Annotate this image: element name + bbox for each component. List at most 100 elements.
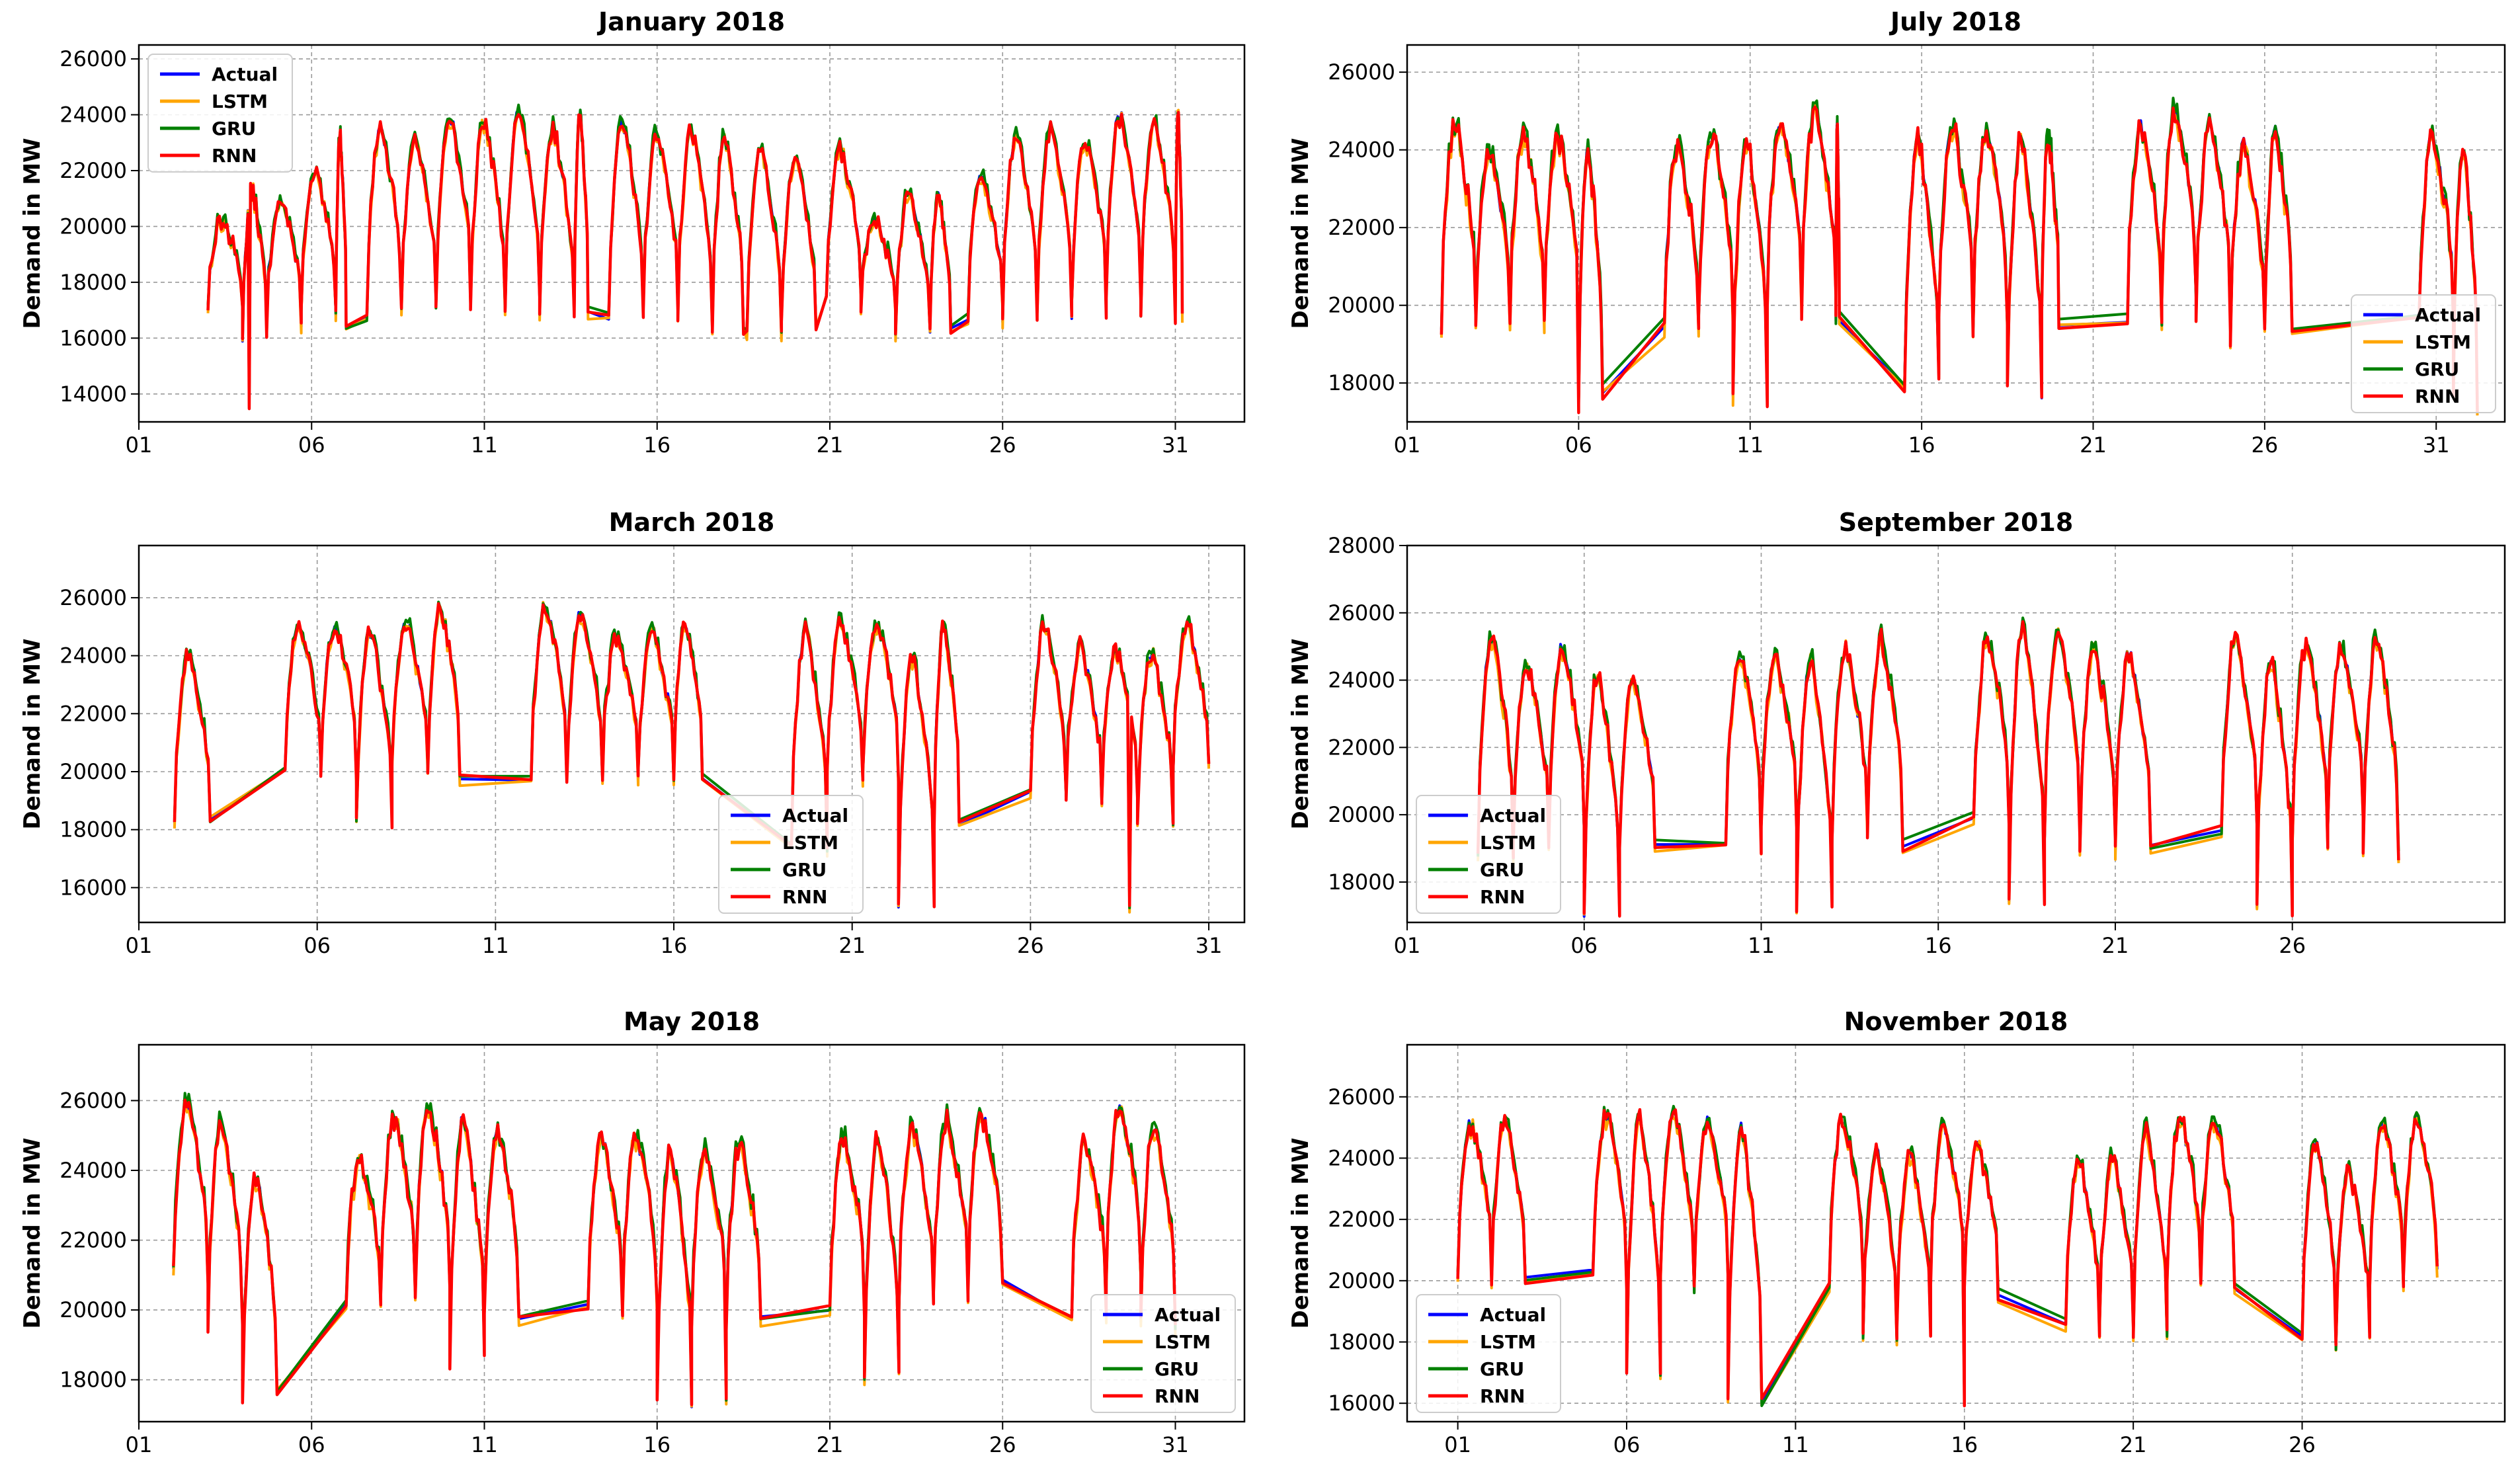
x-tick-label: 31	[1162, 1432, 1189, 1457]
plot-frame	[138, 544, 1246, 924]
x-tick-label: 21	[817, 432, 844, 458]
y-tick-label: 26000	[60, 585, 127, 610]
legend-label-gru: GRU	[212, 118, 256, 140]
x-tick-label: 21	[2120, 1432, 2147, 1457]
y-tick-label: 22000	[60, 701, 127, 726]
series-line-gru	[172, 1092, 1177, 1406]
y-tick-label: 20000	[1328, 293, 1395, 318]
legend-box	[147, 54, 293, 173]
chart-panel-1: January 2018 Demand in MW 14000 16000 18000 2…	[19, 7, 1246, 458]
x-tick-label: 11	[471, 432, 498, 458]
y-tick-label: 22000	[60, 1228, 127, 1253]
y-tick-label: 18000	[1328, 1330, 1395, 1355]
x-tick-label: 01	[126, 933, 153, 958]
x-tick-label: 06	[298, 432, 325, 458]
y-axis-label: Demand in MW	[1287, 138, 1314, 329]
legend: Actual LSTM GRU RNN	[1090, 1294, 1236, 1413]
x-tick-label: 21	[838, 933, 866, 958]
x-tick-label: 06	[1570, 933, 1598, 958]
y-tick-label: 18000	[1328, 870, 1395, 895]
chart-title: May 2018	[624, 1007, 760, 1036]
x-tick-label: 11	[471, 1432, 498, 1457]
series-line-actual	[1456, 1111, 2439, 1405]
legend-box	[1416, 795, 1561, 914]
legend-label-gru: GRU	[1480, 859, 1524, 881]
x-tick-label: 01	[1444, 1432, 1471, 1457]
legend-box	[718, 795, 864, 914]
legend: Actual LSTM GRU RNN	[147, 54, 293, 173]
legend-box	[1090, 1294, 1236, 1413]
legend-label-lstm: LSTM	[2415, 331, 2471, 353]
legend-label-rnn: RNN	[212, 145, 257, 167]
legend-label-gru: GRU	[1155, 1358, 1199, 1380]
y-tick-label: 20000	[60, 214, 127, 239]
x-tick-label: 16	[643, 1432, 671, 1457]
x-tick-label: 06	[304, 933, 331, 958]
x-tick-label: 16	[643, 432, 671, 458]
chart-title: March 2018	[609, 508, 775, 537]
y-tick-label: 18000	[60, 270, 127, 295]
x-tick-label: 16	[1925, 933, 1952, 958]
x-tick-label: 31	[1162, 432, 1189, 458]
legend-label-actual: Actual	[1155, 1304, 1221, 1326]
legend: Actual LSTM GRU RNN	[2351, 294, 2496, 413]
x-tick-label: 11	[1736, 432, 1764, 458]
chart-title: July 2018	[1889, 7, 2021, 36]
series-line-lstm	[172, 1099, 1177, 1408]
legend-label-lstm: LSTM	[1480, 832, 1536, 854]
plot-frame	[1406, 44, 2506, 423]
y-tick-label: 20000	[1328, 1268, 1395, 1293]
legend-label-gru: GRU	[782, 859, 827, 881]
y-tick-label: 26000	[1328, 60, 1395, 85]
chart-title: November 2018	[1844, 1007, 2068, 1036]
x-tick-label: 11	[1748, 933, 1775, 958]
series-line-rnn	[1440, 105, 2479, 415]
legend: Actual LSTM GRU RNN	[1416, 795, 1561, 914]
legend-label-actual: Actual	[1480, 805, 1546, 827]
y-tick-label: 14000	[60, 382, 127, 407]
y-tick-label: 22000	[1328, 1207, 1395, 1232]
chart-title: September 2018	[1839, 508, 2074, 537]
x-tick-label: 06	[1565, 432, 1592, 458]
legend-label-rnn: RNN	[2415, 385, 2460, 407]
x-tick-label: 01	[1394, 432, 1421, 458]
legend: Actual LSTM GRU RNN	[718, 795, 864, 914]
legend-box	[2351, 294, 2496, 413]
x-tick-label: 26	[1017, 933, 1044, 958]
chart-panel-3: March 2018 Demand in MW 16000 18000 20000 220…	[19, 508, 1246, 958]
x-tick-label: 06	[1613, 1432, 1641, 1457]
legend-label-lstm: LSTM	[1155, 1331, 1211, 1353]
x-tick-label: 26	[2252, 432, 2279, 458]
y-tick-label: 18000	[60, 817, 127, 842]
chart-panel-4: September 2018 Demand in MW 18000 20000 2200…	[1287, 508, 2506, 958]
legend-label-gru: GRU	[1480, 1358, 1524, 1380]
legend-label-actual: Actual	[782, 805, 848, 827]
series-line-rnn	[206, 110, 1184, 411]
x-tick-label: 21	[2102, 933, 2129, 958]
y-tick-label: 26000	[60, 1088, 127, 1113]
legend-box	[1416, 1294, 1561, 1413]
series-line-rnn	[173, 602, 1211, 909]
y-tick-label: 24000	[1328, 668, 1395, 693]
y-tick-label: 22000	[60, 158, 127, 183]
y-tick-label: 20000	[60, 759, 127, 784]
series-line-rnn	[1456, 1108, 2439, 1408]
chart-panel-5: May 2018 Demand in MW 18000 20000 22000 24000…	[19, 1007, 1246, 1457]
y-tick-label: 16000	[60, 325, 127, 350]
legend-label-rnn: RNN	[1155, 1385, 1199, 1407]
y-axis-label: Demand in MW	[19, 1137, 46, 1328]
legend-label-rnn: RNN	[782, 886, 827, 908]
legend-label-actual: Actual	[2415, 304, 2481, 326]
y-tick-label: 26000	[60, 46, 127, 71]
legend-label-actual: Actual	[212, 63, 278, 85]
x-tick-label: 16	[1951, 1432, 1978, 1457]
x-tick-label: 11	[482, 933, 509, 958]
x-tick-label: 16	[1908, 432, 1935, 458]
legend-label-lstm: LSTM	[782, 832, 838, 854]
chart-panel-6: November 2018 Demand in MW 16000 18000 20000…	[1287, 1007, 2506, 1457]
legend-label-rnn: RNN	[1480, 1385, 1525, 1407]
series-line-rnn	[1476, 620, 2400, 918]
x-tick-label: 11	[1782, 1432, 1809, 1457]
x-tick-label: 26	[989, 1432, 1016, 1457]
y-axis-label: Demand in MW	[1287, 638, 1314, 829]
